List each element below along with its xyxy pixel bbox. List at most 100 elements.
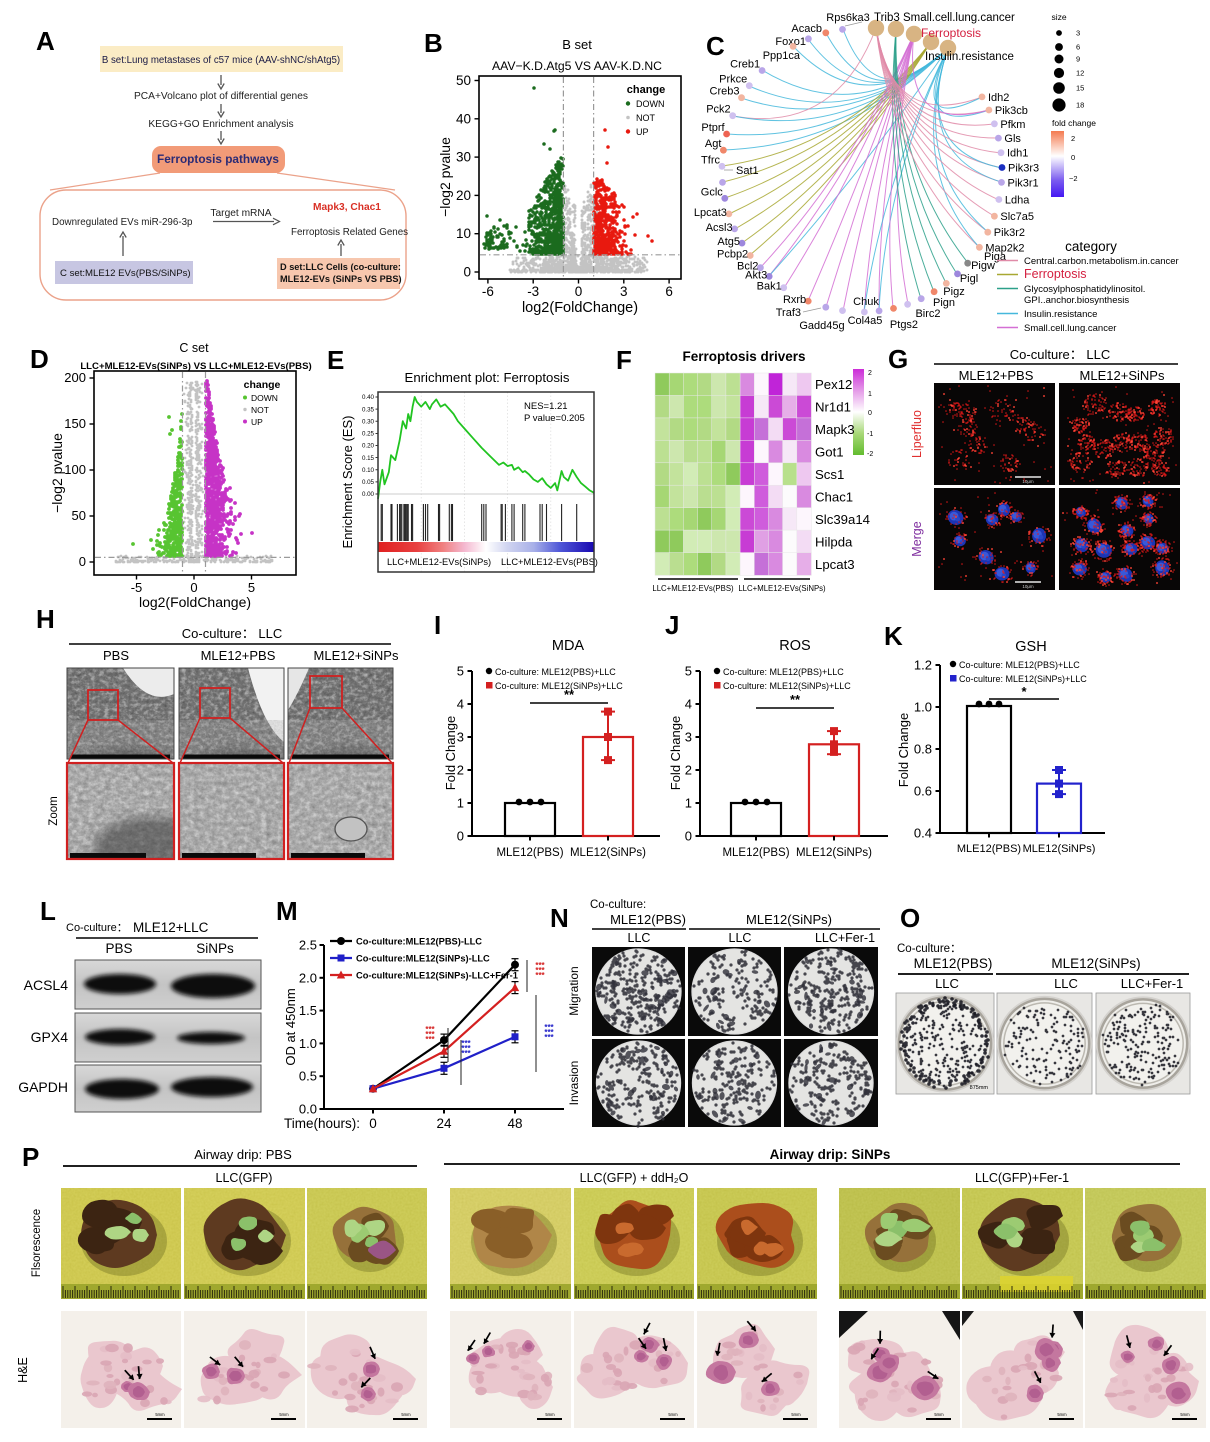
svg-text:Ferroptosis Related Genes: Ferroptosis Related Genes [291, 227, 408, 238]
svg-text:1.0: 1.0 [299, 1036, 317, 1051]
svg-text:MLE12+PBS: MLE12+PBS [959, 368, 1034, 383]
svg-text:15: 15 [1076, 84, 1084, 93]
svg-text:Small.cell.lung.cancer: Small.cell.lung.cancer [1024, 323, 1116, 334]
svg-text:Zoom: Zoom [48, 796, 60, 825]
svg-text:P: P [22, 1142, 39, 1172]
svg-text:Tfrc: Tfrc [701, 154, 720, 166]
svg-text:Gadd45g: Gadd45g [799, 320, 844, 332]
svg-text:Enrichment Score (ES): Enrichment Score (ES) [340, 416, 355, 549]
svg-text:**: ** [564, 687, 575, 702]
svg-text:Migration: Migration [567, 966, 581, 1015]
svg-text:MLE12-EVs (SiNPs VS PBS): MLE12-EVs (SiNPs VS PBS) [280, 274, 402, 284]
svg-text:-5: -5 [131, 580, 143, 595]
svg-text:MLE12+PBS: MLE12+PBS [201, 648, 276, 663]
svg-text:1.0: 1.0 [914, 700, 932, 715]
svg-text:LLC+Fer-1: LLC+Fer-1 [815, 931, 875, 945]
svg-text:9: 9 [1076, 55, 1080, 64]
svg-text:G: G [888, 344, 908, 374]
svg-text:100: 100 [64, 462, 86, 477]
svg-text:A: A [36, 26, 55, 56]
svg-text:0.05: 0.05 [362, 479, 375, 486]
svg-text:0: 0 [685, 829, 692, 844]
svg-text:LLC(GFP) + ddH₂O: LLC(GFP) + ddH₂O [580, 1171, 689, 1185]
svg-text:NES=1.21: NES=1.21 [524, 401, 568, 412]
svg-text:0.40: 0.40 [362, 394, 375, 401]
svg-text:4: 4 [457, 697, 464, 712]
svg-text:Scs1: Scs1 [815, 467, 844, 482]
svg-text:MLE12(SiNPs): MLE12(SiNPs) [570, 847, 646, 859]
svg-text:2: 2 [457, 763, 464, 778]
svg-text:Small.cell.lung.cancer: Small.cell.lung.cancer [903, 12, 1015, 24]
svg-text:MDA: MDA [552, 638, 585, 654]
svg-text:L: L [40, 896, 56, 926]
svg-text:D set:LLC Cells (co-culture:: D set:LLC Cells (co-culture: [280, 262, 401, 272]
svg-text:C set:MLE12 EVs(PBS/SiNPs): C set:MLE12 EVs(PBS/SiNPs) [60, 268, 191, 279]
svg-text:OD at 450nm: OD at 450nm [283, 988, 298, 1065]
svg-text:C set: C set [179, 341, 209, 355]
svg-text:***: *** [535, 966, 545, 975]
svg-text:Traf3: Traf3 [776, 307, 801, 319]
svg-text:***: *** [461, 1039, 471, 1048]
svg-text:GAPDH: GAPDH [18, 1079, 68, 1095]
svg-text:0.0: 0.0 [299, 1102, 317, 1117]
svg-text:0.30: 0.30 [362, 418, 375, 425]
svg-text:Ptprf: Ptprf [701, 122, 725, 134]
svg-text:LLC+MLE12-EVs(SiNPs) VS LLC+: LLC+MLE12-EVs(SiNPs) VS LLC+MLE12-EVs(PB… [80, 361, 311, 372]
svg-text:12: 12 [1076, 69, 1084, 78]
svg-text:log2(FoldChange): log2(FoldChange) [522, 300, 638, 316]
svg-text:Lpcat3: Lpcat3 [815, 557, 855, 572]
svg-text:5: 5 [248, 580, 255, 595]
svg-text:LLC+Fer-1: LLC+Fer-1 [1121, 976, 1184, 991]
svg-text:4: 4 [685, 697, 692, 712]
svg-text:10μm: 10μm [1022, 479, 1034, 484]
svg-text:Glycosylphosphatidylinositol.: Glycosylphosphatidylinositol. [1024, 284, 1145, 295]
svg-text:0: 0 [575, 284, 583, 299]
svg-text:5mm: 5mm [668, 1412, 678, 1417]
svg-text:LLC(GFP): LLC(GFP) [216, 1171, 273, 1185]
svg-text:LLC(GFP)+Fer-1: LLC(GFP)+Fer-1 [975, 1171, 1069, 1185]
svg-text:−2: −2 [1069, 174, 1078, 183]
svg-text:DOWN: DOWN [636, 99, 665, 109]
svg-text:Mapk3: Mapk3 [815, 422, 855, 437]
svg-text:5mm: 5mm [1180, 1412, 1190, 1417]
svg-text:Pex12: Pex12 [815, 377, 852, 392]
svg-text:category: category [1065, 239, 1117, 254]
svg-text:MLE12(SiNPs): MLE12(SiNPs) [796, 847, 872, 859]
svg-text:Pigw: Pigw [971, 260, 995, 272]
svg-text:5mm: 5mm [279, 1412, 289, 1417]
svg-text:***: *** [535, 971, 545, 980]
svg-text:-1: -1 [867, 431, 873, 438]
svg-text:Pik3r2: Pik3r2 [994, 227, 1025, 239]
svg-text:Sat1: Sat1 [736, 165, 759, 177]
svg-text:2: 2 [685, 763, 692, 778]
svg-text:Rxrb: Rxrb [783, 294, 806, 306]
svg-text:UP: UP [636, 127, 649, 137]
svg-text:change: change [627, 84, 666, 96]
svg-text:Co-culture: MLE12(PBS)+LLC: Co-culture: MLE12(PBS)+LLC [959, 660, 1080, 670]
svg-text:***: *** [461, 1049, 471, 1058]
svg-text:K: K [884, 621, 903, 651]
svg-text:Pigl: Pigl [960, 273, 978, 285]
svg-text:Idh1: Idh1 [1007, 148, 1028, 160]
svg-text:NOT: NOT [636, 113, 656, 123]
svg-text:50: 50 [456, 73, 471, 88]
svg-text:MLE12+SiNPs: MLE12+SiNPs [314, 648, 399, 663]
svg-text:1: 1 [685, 796, 692, 811]
svg-text:0: 0 [369, 1116, 377, 1131]
svg-text:change: change [244, 379, 281, 391]
svg-text:-2: -2 [867, 451, 873, 458]
svg-text:SiNPs: SiNPs [196, 941, 234, 956]
svg-text:Chac1: Chac1 [815, 489, 853, 504]
svg-text:Creb3: Creb3 [710, 86, 740, 98]
svg-text:200: 200 [64, 370, 86, 385]
svg-text:0.35: 0.35 [362, 406, 375, 413]
svg-text:0: 0 [1071, 153, 1075, 162]
svg-text:MLE12(SiNPs): MLE12(SiNPs) [1023, 843, 1096, 855]
svg-text:LLC+MLE12-EVs(PBS): LLC+MLE12-EVs(PBS) [501, 557, 598, 567]
svg-text:Co-culture: MLE12(SiNPs)+LLC: Co-culture: MLE12(SiNPs)+LLC [723, 681, 851, 691]
svg-text:B: B [424, 28, 443, 58]
svg-text:−log2 pvalue: −log2 pvalue [49, 433, 65, 513]
svg-text:Acacb: Acacb [791, 23, 822, 35]
svg-text:1.5: 1.5 [299, 1003, 317, 1018]
svg-text:Creb1: Creb1 [730, 59, 760, 71]
